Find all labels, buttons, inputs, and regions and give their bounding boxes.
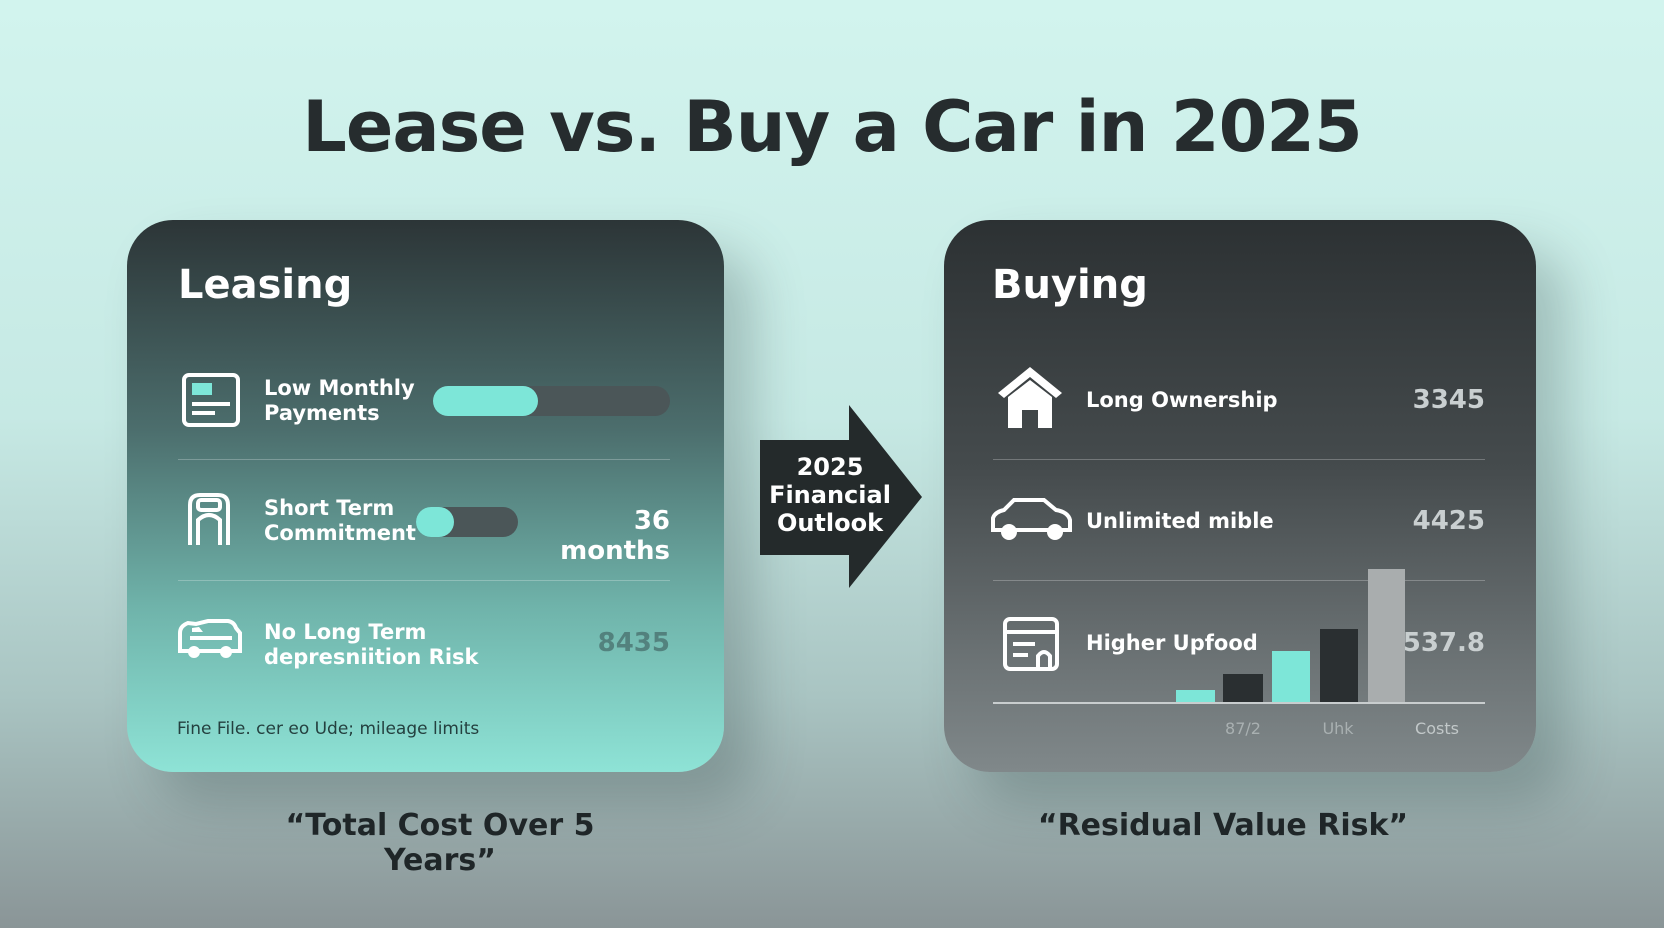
item-value: 3345 [1412, 385, 1485, 415]
bar [1272, 651, 1310, 703]
icon-house [998, 367, 1062, 428]
item-label: Short Term Commitment [264, 496, 416, 545]
item-label: Long Ownership [1086, 388, 1278, 412]
item-value: 36 months [560, 506, 670, 566]
icon-car [178, 619, 242, 658]
arrow-shape [760, 405, 922, 588]
mini-bars [993, 569, 1485, 704]
card-heading: Buying [992, 262, 1148, 308]
caption: “Residual Value Risk” [1037, 808, 1409, 843]
icon-car [991, 498, 1072, 540]
axis-label: Costs [1415, 719, 1459, 738]
card-heading: Leasing [178, 262, 353, 308]
bar [1368, 569, 1405, 703]
divider [178, 459, 670, 460]
item-label: No Long Term depresniition Risk [264, 620, 479, 669]
bar [1176, 690, 1215, 703]
bar [1320, 629, 1358, 703]
item-label: Higher Upfood [1086, 631, 1258, 655]
progress-fill [433, 386, 538, 416]
divider [993, 580, 1485, 581]
item-value: 537.8 [1402, 628, 1485, 658]
icon-door [188, 493, 230, 545]
icon-document [1003, 617, 1059, 671]
item-label: Low Monthly Payments [264, 376, 415, 425]
icon-card [182, 373, 240, 427]
caption: “Total Cost Over 5 Years” [285, 808, 595, 878]
item-value: 4425 [1412, 506, 1485, 536]
item-value: 8435 [597, 628, 670, 658]
divider [993, 459, 1485, 460]
arrow-label: 2025 Financial Outlook [769, 453, 891, 537]
axis-label: Uhk [1322, 719, 1354, 738]
divider [178, 580, 670, 581]
bar [1223, 674, 1263, 703]
axis-label: 87/2 [1225, 719, 1261, 738]
page-title: Lease vs. Buy a Car in 2025 [302, 86, 1362, 168]
item-label: Unlimited mible [1086, 509, 1274, 533]
footnote: Fine File. cer eo Ude; mileage limits [177, 719, 480, 739]
progress-fill [416, 507, 454, 537]
